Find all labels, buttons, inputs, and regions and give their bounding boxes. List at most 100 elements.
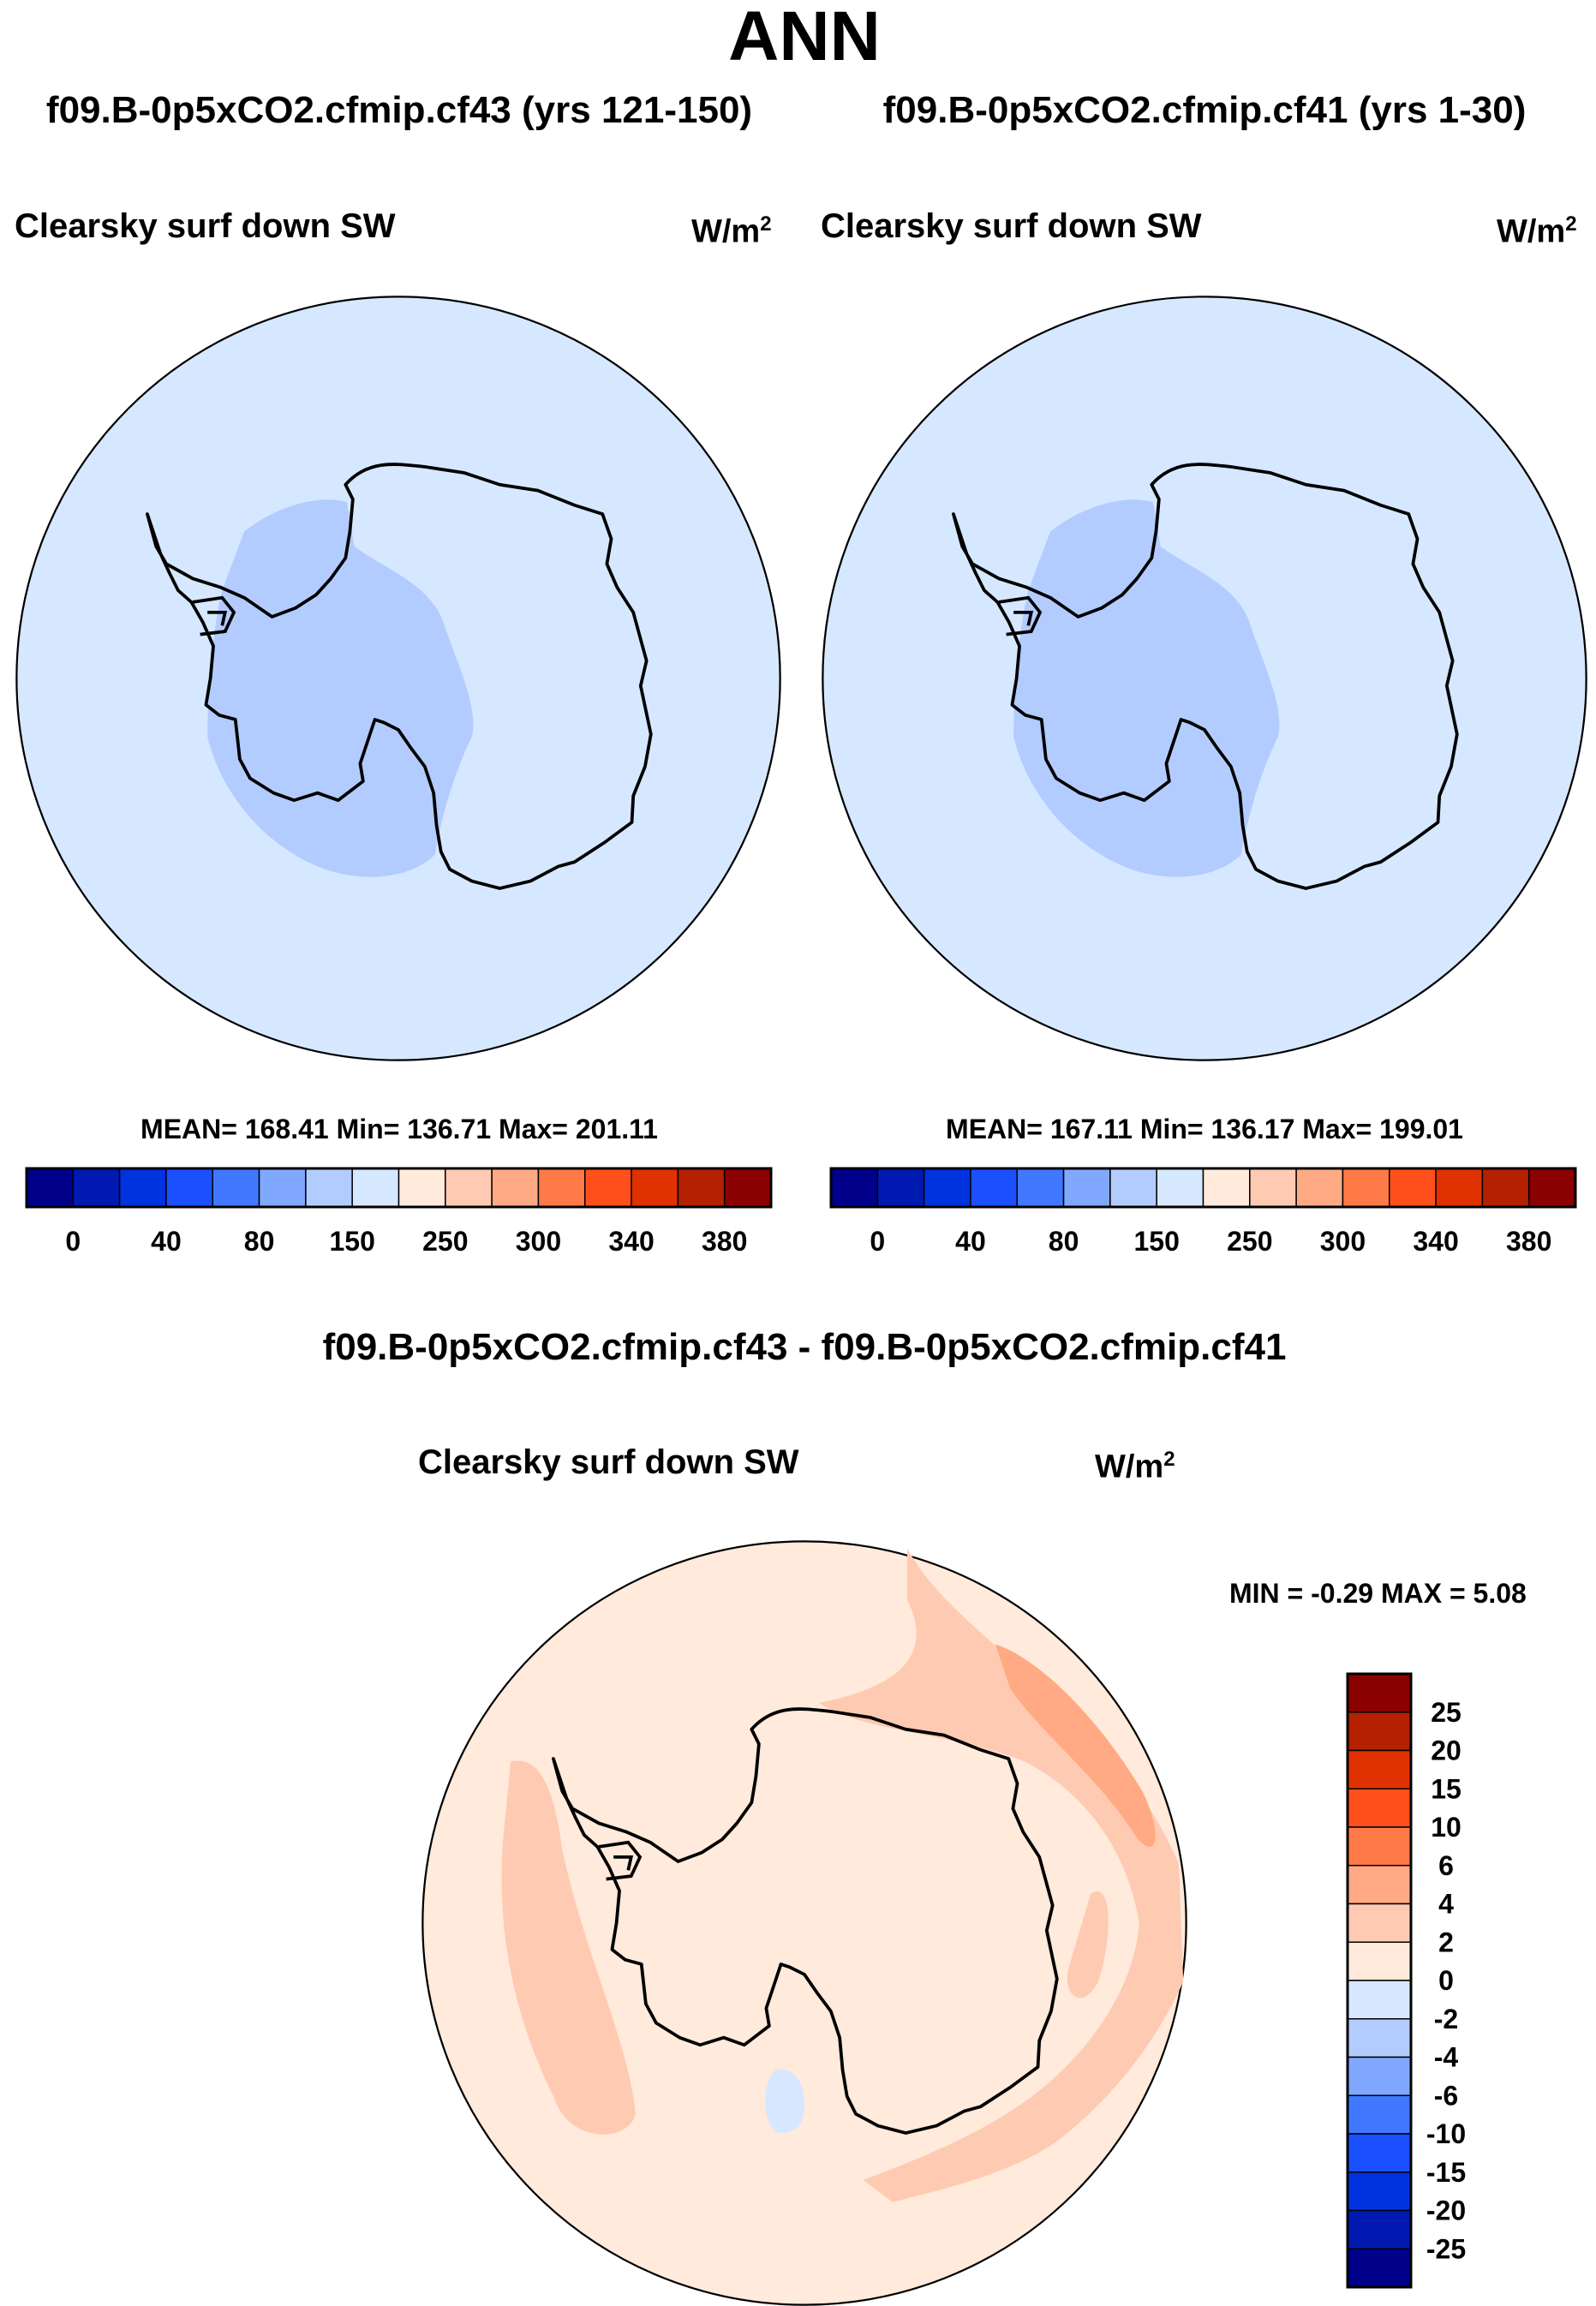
colorbar-box <box>1342 1168 1390 1208</box>
colorbar-box <box>258 1168 307 1208</box>
colorbar-tick-label: 0 <box>1438 1965 1454 1996</box>
colorbar-tick-label: 0 <box>870 1226 885 1257</box>
colorbar-box <box>1347 1788 1412 1828</box>
colorbar-box <box>1347 1980 1412 2020</box>
colorbar-tick-label: 2 <box>1438 1927 1454 1957</box>
colorbar-tick-label: 40 <box>151 1226 182 1257</box>
colorbar-tick-label: -2 <box>1434 2004 1458 2034</box>
positive-anomaly-region-strong <box>995 1644 1156 1847</box>
colorbar-box <box>445 1168 493 1208</box>
colorbar-box <box>537 1168 586 1208</box>
colorbar-tick-label: 0 <box>65 1226 81 1257</box>
colorbar-tick-label: 380 <box>1506 1226 1551 1257</box>
colorbar-tick-label: 25 <box>1431 1697 1462 1728</box>
panel1-map <box>15 296 781 1061</box>
positive-anomaly-region <box>1067 1891 1109 1998</box>
diff-case-title: f09.B-0p5xCO2.cfmip.cf43 - f09.B-0p5xCO2… <box>322 1326 1287 1368</box>
colorbar-box <box>26 1168 75 1208</box>
main-title: ANN <box>728 0 881 75</box>
diff-variable: Clearsky surf down SW <box>418 1443 799 1481</box>
colorbar-box <box>351 1168 400 1208</box>
colorbar-box <box>830 1168 879 1208</box>
colorbar-tick-label: 150 <box>329 1226 374 1257</box>
colorbar-box <box>923 1168 971 1208</box>
negative-anomaly-region <box>1013 499 1280 877</box>
colorbar-box <box>1249 1168 1297 1208</box>
panel1-variable: Clearsky surf down SW <box>15 207 396 245</box>
colorbar-tick-label: 80 <box>244 1226 275 1257</box>
colorbar-frame <box>829 1167 1577 1209</box>
panel2-case-title: f09.B-0p5xCO2.cfmip.cf41 (yrs 1-30) <box>882 89 1527 131</box>
diff-units: W/m2 <box>1095 1448 1175 1486</box>
colorbar-tick-label: 150 <box>1133 1226 1179 1257</box>
colorbar-tick-label: 300 <box>1320 1226 1366 1257</box>
colorbar-box <box>1347 2133 1412 2173</box>
colorbar-box <box>1435 1168 1484 1208</box>
panel2-variable: Clearsky surf down SW <box>821 207 1202 245</box>
colorbar-tick-label: -25 <box>1426 2233 1466 2264</box>
panel2-stats: MEAN= 167.11 Min= 136.17 Max= 199.01 <box>946 1114 1463 1144</box>
panel2-map <box>822 296 1587 1061</box>
colorbar-box <box>1347 1865 1412 1905</box>
colorbar-box <box>677 1168 726 1208</box>
units-text: W/m <box>691 213 761 250</box>
colorbar-box <box>1347 1712 1412 1752</box>
colorbar-box <box>72 1168 121 1208</box>
colorbar-box <box>876 1168 925 1208</box>
colorbar-frame <box>1346 1672 1413 2289</box>
panel2-units: W/m2 <box>1497 212 1577 251</box>
colorbar-tick-label: -15 <box>1426 2157 1466 2188</box>
units-exp: 2 <box>760 212 772 236</box>
diff-stats: MIN = -0.29 MAX = 5.08 <box>1229 1578 1527 1609</box>
panel1-units: W/m2 <box>691 212 772 251</box>
colorbar-tick-label: 300 <box>516 1226 561 1257</box>
colorbar-box <box>970 1168 1018 1208</box>
units-exp: 2 <box>1565 212 1577 236</box>
colorbar-tick-label: -4 <box>1434 2042 1459 2073</box>
colorbar-tick-label: 250 <box>1227 1226 1272 1257</box>
colorbar-tick-label: 4 <box>1438 1889 1454 1920</box>
colorbar-box <box>1347 1903 1412 1943</box>
colorbar-box <box>1347 2094 1412 2135</box>
positive-anomaly-region <box>819 1548 1184 2202</box>
units-text: W/m <box>1497 213 1566 250</box>
units-exp: 2 <box>1163 1448 1175 1471</box>
negative-anomaly-patch <box>765 2070 804 2133</box>
colorbar-box <box>1062 1168 1111 1208</box>
colorbar-tick-label: 20 <box>1431 1735 1462 1766</box>
colorbar-tick-label: 340 <box>1413 1226 1458 1257</box>
colorbar-tick-label: 80 <box>1049 1226 1079 1257</box>
units-text: W/m <box>1095 1449 1164 1485</box>
colorbar-box <box>1347 2209 1412 2249</box>
colorbar-box <box>1481 1168 1530 1208</box>
colorbar-box <box>1347 1941 1412 1981</box>
colorbar-box <box>1347 2172 1412 2212</box>
colorbar-box <box>1156 1168 1204 1208</box>
diff-map <box>421 1540 1187 2306</box>
colorbar-box <box>212 1168 260 1208</box>
colorbar-box <box>1389 1168 1437 1208</box>
panel1-colorbar: 0 40 80 150 250 300 340 380 <box>25 1167 773 1257</box>
colorbar-box <box>1527 1168 1576 1208</box>
colorbar-box <box>398 1168 446 1208</box>
colorbar-box <box>631 1168 679 1208</box>
colorbar-tick-label: -10 <box>1426 2118 1466 2149</box>
colorbar-tick-label: -20 <box>1426 2195 1466 2226</box>
colorbar-box <box>491 1168 540 1208</box>
colorbar-box <box>1347 1826 1412 1867</box>
negative-anomaly-region <box>207 499 474 877</box>
colorbar-box <box>118 1168 167 1208</box>
colorbar-box <box>1202 1168 1251 1208</box>
colorbar-box <box>1347 2018 1412 2058</box>
panel2-colorbar: 0 40 80 150 250 300 340 380 <box>829 1167 1577 1257</box>
colorbar-frame <box>25 1167 773 1209</box>
colorbar-tick-label: 40 <box>955 1226 986 1257</box>
colorbar-box <box>305 1168 353 1208</box>
colorbar-box <box>1109 1168 1157 1208</box>
colorbar-tick-label: -6 <box>1434 2080 1458 2111</box>
colorbar-box <box>723 1168 772 1208</box>
colorbar-tick-label: 15 <box>1431 1773 1462 1804</box>
colorbar-box <box>1347 2248 1412 2288</box>
